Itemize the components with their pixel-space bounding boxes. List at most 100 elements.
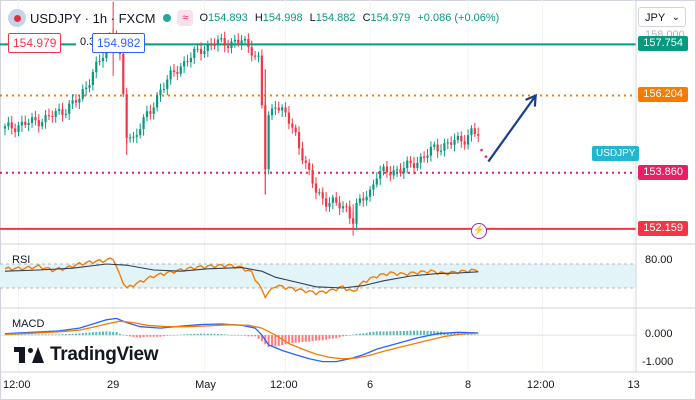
level-tag-resistance[interactable]: 157.754 bbox=[638, 36, 688, 52]
candle-body bbox=[355, 202, 358, 224]
buy-price-button[interactable]: 154.982 bbox=[92, 33, 146, 53]
candle-body bbox=[3, 126, 7, 129]
macd-histogram-bar bbox=[4, 334, 6, 336]
candle-body bbox=[345, 206, 348, 208]
rsi-axis-label: 80.00 bbox=[645, 254, 673, 266]
candle-body bbox=[423, 156, 426, 158]
candle-body bbox=[152, 107, 155, 114]
macd-histogram-bar bbox=[220, 334, 223, 336]
macd-histogram-bar bbox=[196, 333, 199, 336]
candle-body bbox=[243, 39, 247, 41]
sell-price-button[interactable]: 154.979 bbox=[8, 33, 62, 53]
candle-body bbox=[44, 115, 47, 123]
rsi-line bbox=[4, 256, 479, 300]
macd-histogram-bar bbox=[81, 333, 84, 336]
candle-body bbox=[226, 45, 230, 49]
candle-body bbox=[463, 141, 466, 145]
macd-histogram-bar bbox=[64, 334, 67, 336]
symbol-line[interactable]: USDJPY · 1h · FXCM bbox=[30, 10, 156, 26]
replay-wave-icon[interactable]: ≈ bbox=[177, 10, 194, 26]
macd-histogram-bar bbox=[68, 333, 71, 336]
macd-histogram-bar bbox=[284, 335, 287, 345]
tradingview-logo-icon bbox=[14, 347, 44, 363]
rsi-title[interactable]: RSI bbox=[12, 254, 31, 266]
macd-histogram-bar bbox=[54, 334, 57, 336]
candle-body bbox=[274, 107, 277, 109]
candle-body bbox=[14, 128, 17, 132]
event-flash-icon[interactable]: ⚡ bbox=[471, 223, 487, 239]
candle-body bbox=[61, 109, 64, 115]
level-tag-pink[interactable]: 153.860 bbox=[638, 164, 688, 180]
macd-histogram-bar bbox=[210, 333, 213, 336]
candle-body bbox=[24, 121, 27, 125]
macd-histogram-bar bbox=[379, 331, 382, 336]
macd-histogram-bar bbox=[446, 332, 449, 336]
macd-histogram-bar bbox=[129, 335, 132, 337]
macd-histogram-bar bbox=[382, 331, 385, 336]
candle-body bbox=[176, 72, 179, 74]
macd-histogram-bar bbox=[419, 330, 422, 336]
macd-histogram-bar bbox=[389, 331, 392, 336]
candle-body bbox=[433, 144, 436, 147]
candle-body bbox=[456, 135, 460, 140]
macd-histogram-bar bbox=[433, 331, 436, 336]
candle-body bbox=[301, 148, 304, 161]
open-key: O bbox=[199, 12, 209, 24]
candle-body bbox=[210, 44, 213, 46]
candle-body bbox=[85, 87, 88, 90]
macd-histogram-bar bbox=[31, 334, 34, 336]
candle-body bbox=[281, 107, 284, 111]
candle-body bbox=[392, 170, 395, 176]
macd-histogram-bar bbox=[358, 333, 361, 336]
low-value: 154.882 bbox=[315, 12, 356, 24]
level-tag-support[interactable]: 152.159 bbox=[638, 220, 688, 236]
candle-body bbox=[220, 38, 223, 40]
macd-histogram-bar bbox=[402, 330, 405, 336]
macd-histogram-bar bbox=[58, 334, 61, 336]
macd-histogram-bar bbox=[44, 334, 47, 336]
candle-body bbox=[166, 79, 169, 90]
time-axis-label: May bbox=[195, 379, 216, 391]
candle-body bbox=[379, 170, 382, 179]
macd-histogram-bar bbox=[260, 335, 263, 342]
candle-body bbox=[17, 125, 20, 132]
candle-body bbox=[331, 197, 334, 203]
macd-histogram-bar bbox=[132, 335, 135, 337]
macd-histogram-bar bbox=[406, 330, 409, 336]
candle-body bbox=[47, 115, 51, 117]
time-axis-label: 12:00 bbox=[270, 379, 298, 391]
macd-line bbox=[4, 317, 479, 363]
candle-body bbox=[149, 111, 152, 114]
macd-histogram-bar bbox=[61, 334, 64, 336]
candle-body bbox=[287, 112, 291, 124]
candle-body bbox=[311, 169, 314, 184]
candle-body bbox=[78, 98, 81, 103]
open-value: 154.893 bbox=[208, 12, 248, 24]
change-value: +0.086 (+0.06%) bbox=[417, 12, 500, 24]
macd-histogram-bar bbox=[95, 331, 98, 336]
macd-histogram-bar bbox=[183, 334, 186, 336]
candle-body bbox=[460, 135, 463, 142]
macd-histogram-bar bbox=[372, 331, 375, 336]
macd-histogram-bar bbox=[355, 333, 358, 336]
macd-histogram-bar bbox=[200, 333, 203, 336]
macd-histogram-bar bbox=[186, 334, 189, 336]
candle-body bbox=[321, 192, 324, 199]
macd-histogram-bar bbox=[335, 335, 338, 339]
macd-histogram-bar bbox=[345, 335, 348, 336]
macd-title[interactable]: MACD bbox=[12, 318, 45, 330]
macd-histogram-bar bbox=[34, 334, 37, 336]
macd-histogram-bar bbox=[139, 335, 142, 338]
macd-histogram-bar bbox=[142, 335, 145, 338]
candle-body bbox=[297, 132, 301, 149]
level-tag-orange[interactable]: 156.204 bbox=[638, 87, 688, 103]
candle-body bbox=[365, 196, 368, 201]
candle-body bbox=[450, 142, 453, 145]
macd-histogram-bar bbox=[240, 335, 243, 336]
symbol-label-tag: USDJPY bbox=[592, 146, 640, 161]
market-open-dot-icon bbox=[163, 14, 172, 22]
currency-select[interactable]: JPY ⌄ bbox=[638, 7, 686, 27]
candle-body bbox=[267, 115, 270, 170]
macd-histogram-bar bbox=[115, 331, 118, 336]
